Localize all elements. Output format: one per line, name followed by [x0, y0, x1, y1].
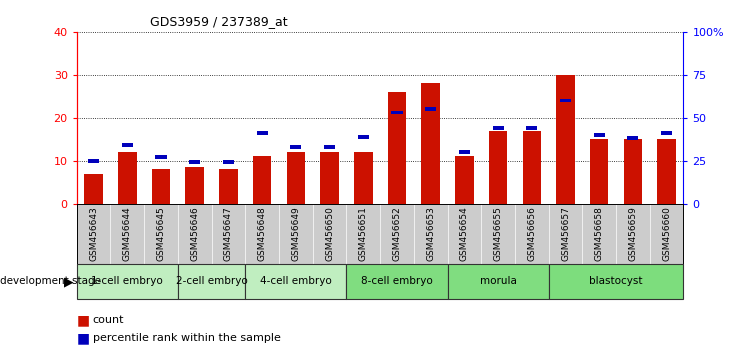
Text: GSM456645: GSM456645	[156, 207, 165, 261]
Bar	[526, 126, 537, 130]
Bar	[246, 264, 346, 299]
Bar	[178, 264, 246, 299]
Bar	[493, 126, 504, 130]
Text: GSM456650: GSM456650	[325, 207, 334, 262]
Bar	[253, 156, 271, 204]
Bar	[489, 131, 507, 204]
Text: GSM456649: GSM456649	[292, 207, 300, 261]
Text: percentile rank within the sample: percentile rank within the sample	[93, 333, 281, 343]
Bar	[290, 145, 301, 149]
Text: ■: ■	[77, 331, 90, 345]
Text: ■: ■	[77, 313, 90, 327]
Bar	[661, 131, 673, 135]
Bar	[624, 139, 643, 204]
Bar	[88, 159, 99, 162]
Bar	[560, 99, 571, 102]
Text: GSM456646: GSM456646	[190, 207, 200, 261]
Bar	[556, 75, 575, 204]
Text: GSM456644: GSM456644	[123, 207, 132, 261]
Text: GSM456653: GSM456653	[426, 207, 435, 262]
Bar	[354, 152, 373, 204]
Bar	[320, 152, 339, 204]
Text: GSM456652: GSM456652	[393, 207, 401, 261]
Bar	[219, 169, 238, 204]
Text: count: count	[93, 315, 124, 325]
Text: GDS3959 / 237389_at: GDS3959 / 237389_at	[150, 15, 287, 28]
Text: 4-cell embryo: 4-cell embryo	[260, 276, 332, 286]
Text: GSM456647: GSM456647	[224, 207, 233, 261]
Bar	[549, 264, 683, 299]
Text: GSM456655: GSM456655	[493, 207, 503, 262]
Bar	[84, 173, 103, 204]
Bar	[287, 152, 305, 204]
Text: GSM456643: GSM456643	[89, 207, 98, 261]
Text: blastocyst: blastocyst	[589, 276, 643, 286]
Bar	[590, 139, 608, 204]
Text: GSM456658: GSM456658	[595, 207, 604, 262]
Bar	[189, 160, 200, 164]
Text: GSM456660: GSM456660	[662, 207, 671, 262]
Text: GSM456648: GSM456648	[257, 207, 267, 261]
Text: morula: morula	[480, 276, 517, 286]
Bar	[152, 169, 170, 204]
Text: GSM456657: GSM456657	[561, 207, 570, 262]
Bar	[455, 156, 474, 204]
Text: GSM456651: GSM456651	[359, 207, 368, 262]
Text: 8-cell embryo: 8-cell embryo	[361, 276, 433, 286]
Bar	[122, 143, 133, 147]
Bar	[459, 150, 470, 154]
Bar	[523, 131, 541, 204]
Bar	[223, 160, 234, 164]
Bar	[257, 131, 268, 135]
Bar	[627, 136, 638, 140]
Bar	[118, 152, 137, 204]
Bar	[357, 135, 369, 138]
Bar	[387, 92, 406, 204]
Bar	[324, 145, 335, 149]
Bar	[594, 133, 605, 137]
Bar	[421, 84, 440, 204]
Text: GSM456656: GSM456656	[527, 207, 537, 262]
Bar	[77, 264, 178, 299]
Bar	[657, 139, 676, 204]
Text: development stage: development stage	[0, 276, 101, 286]
Text: 1-cell embryo: 1-cell embryo	[91, 276, 163, 286]
Bar	[447, 264, 549, 299]
Text: 2-cell embryo: 2-cell embryo	[175, 276, 248, 286]
Text: GSM456659: GSM456659	[629, 207, 637, 262]
Bar	[391, 110, 403, 114]
Bar	[346, 264, 447, 299]
Bar	[425, 107, 436, 111]
Text: GSM456654: GSM456654	[460, 207, 469, 261]
Bar	[186, 167, 204, 204]
Text: ▶: ▶	[64, 275, 73, 288]
Bar	[156, 155, 167, 159]
